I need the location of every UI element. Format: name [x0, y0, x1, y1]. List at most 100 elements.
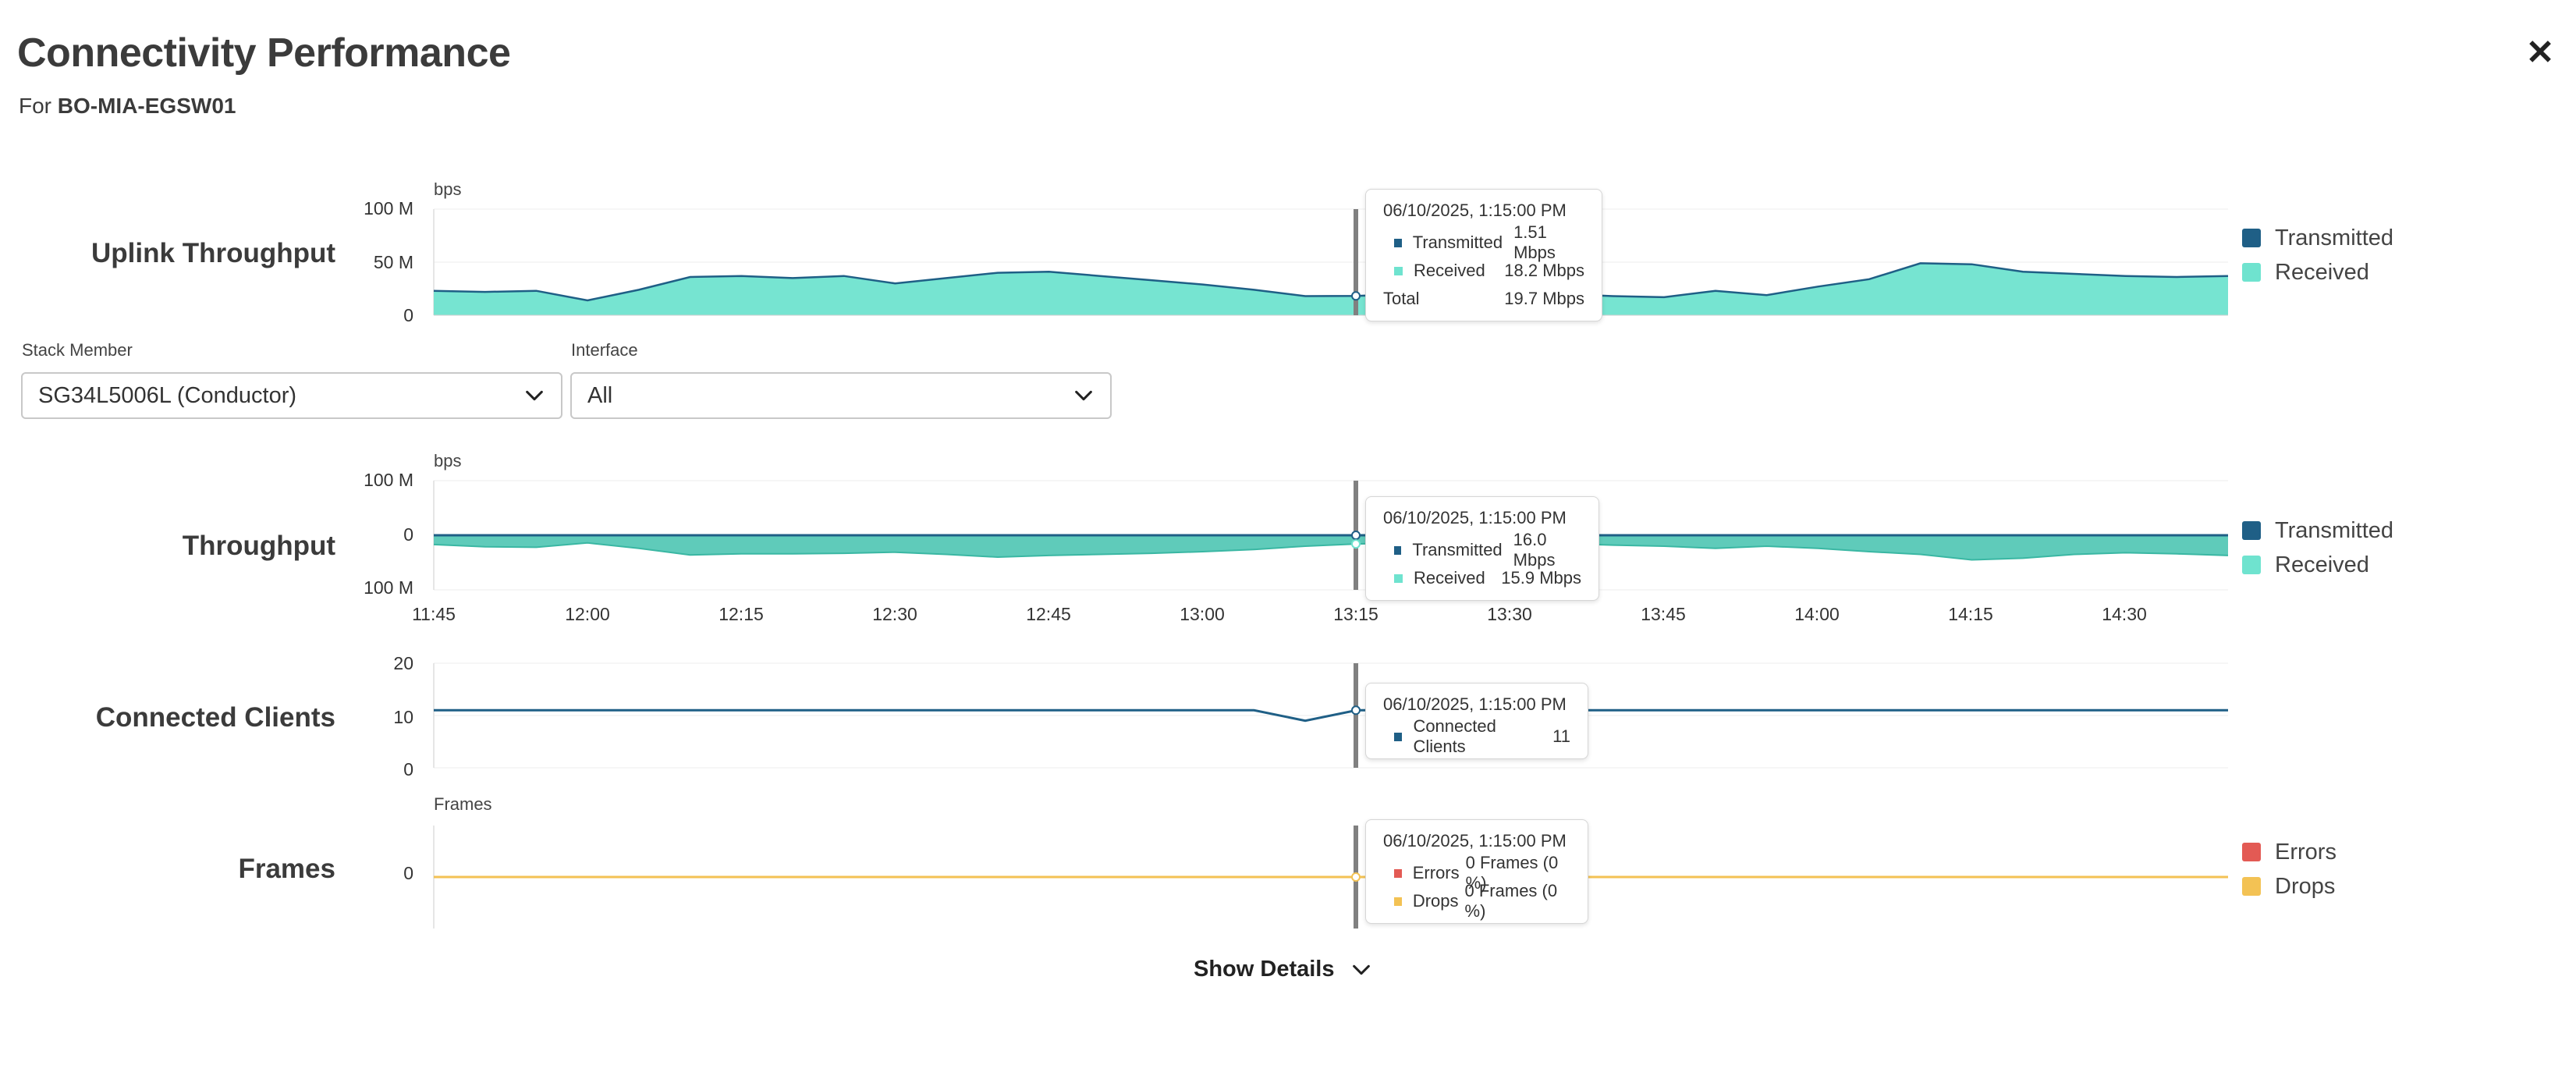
- throughput-cursor-point: [1351, 531, 1361, 540]
- tooltip-value: 0 Frames (0 %): [1465, 853, 1559, 893]
- throughput-title: Throughput: [182, 531, 335, 561]
- frames-unit-label: Frames: [434, 794, 492, 814]
- x-tick-label: 12:45: [1026, 604, 1071, 624]
- uplink-cursor: [1354, 209, 1358, 315]
- legend-item-transmitted[interactable]: Transmitted: [2242, 513, 2393, 548]
- chevron-down-icon: [1352, 964, 1370, 975]
- tooltip-value: 1.51 Mbps: [1513, 222, 1556, 262]
- tooltip-row: Transmitted 1.51 Mbps: [1383, 222, 1584, 262]
- throughput-unit-label: bps: [434, 451, 462, 470]
- throughput-y-tick: 0: [403, 524, 413, 545]
- legend-swatch: [2242, 229, 2261, 247]
- received-area: [434, 535, 2228, 560]
- frames-cursor: [1354, 826, 1358, 929]
- interface-label: Interface: [571, 340, 638, 360]
- x-tick-label: 12:15: [719, 604, 764, 624]
- tooltip-value: 16.0 Mbps: [1513, 530, 1556, 570]
- interface-select[interactable]: All: [570, 372, 1112, 419]
- uplink-throughput-title: Uplink Throughput: [91, 238, 335, 268]
- legend-label: Received: [2275, 259, 2369, 285]
- clients-cursor: [1354, 663, 1358, 768]
- tooltip-time: 06/10/2025, 1:15:00 PM: [1383, 694, 1567, 714]
- tooltip-time: 06/10/2025, 1:15:00 PM: [1383, 201, 1567, 220]
- throughput-y-tick: 100 M: [364, 470, 413, 490]
- tooltip-name: Received: [1414, 261, 1485, 280]
- tooltip-row: Connected Clients 11: [1383, 716, 1570, 756]
- tooltip-marker: [1394, 897, 1402, 906]
- tooltip-value: 15.9 Mbps: [1501, 568, 1581, 588]
- x-tick-label: 13:45: [1641, 604, 1686, 624]
- transmitted-line: [433, 262, 2229, 302]
- x-tick-label: 11:45: [412, 604, 456, 624]
- tooltip-marker: [1394, 573, 1403, 583]
- tooltip-name: Received: [1414, 568, 1485, 588]
- close-icon[interactable]: ✕: [2525, 34, 2555, 72]
- page-subtitle: For BO-MIA-EGSW01: [19, 94, 236, 119]
- legend-swatch: [2242, 521, 2261, 540]
- legend-item-drops[interactable]: Drops: [2242, 869, 2336, 904]
- stack-member-value: SG34L5006L (Conductor): [38, 382, 297, 408]
- tooltip-time: 06/10/2025, 1:15:00 PM: [1383, 831, 1567, 850]
- legend-label: Transmitted: [2275, 517, 2394, 543]
- tooltip-marker: [1394, 266, 1403, 275]
- tooltip-name: Errors: [1412, 863, 1460, 882]
- stack-member-label: Stack Member: [22, 340, 133, 360]
- tooltip-row: Transmitted 16.0 Mbps: [1383, 530, 1581, 570]
- chevron-down-icon: [526, 390, 543, 401]
- clients-cursor-point: [1351, 705, 1361, 715]
- tooltip-name: Transmitted: [1412, 540, 1503, 559]
- tooltip-value: 11: [1552, 726, 1570, 746]
- uplink-y-tick: 100 M: [364, 198, 413, 218]
- stack-member-select[interactable]: SG34L5006L (Conductor): [21, 372, 562, 419]
- legend-swatch: [2242, 263, 2261, 282]
- subtitle-prefix: For: [19, 94, 51, 118]
- tooltip-name: Transmitted: [1412, 233, 1503, 252]
- tooltip-row: Received 18.2 Mbps: [1383, 257, 1584, 285]
- uplink-y-tick: 0: [403, 305, 413, 325]
- tooltip-total-label: Total: [1383, 289, 1420, 308]
- throughput-legend: Transmitted Received: [2242, 513, 2393, 582]
- uplink-unit-label: bps: [434, 179, 462, 199]
- received-line: [433, 542, 2229, 561]
- throughput-cursor-point: [1351, 539, 1361, 549]
- clients-y-tick: 10: [393, 707, 413, 727]
- legend-swatch: [2242, 843, 2261, 861]
- x-tick-label: 13:15: [1333, 604, 1378, 624]
- tooltip-row: Drops 0 Frames (0 %): [1383, 881, 1570, 921]
- frames-title: Frames: [238, 854, 335, 884]
- tooltip-total-value: 19.7 Mbps: [1504, 289, 1584, 308]
- device-name: BO-MIA-EGSW01: [57, 94, 236, 118]
- throughput-cursor: [1354, 481, 1358, 590]
- x-tick-label: 12:30: [872, 604, 917, 624]
- tooltip-time: 06/10/2025, 1:15:00 PM: [1383, 508, 1567, 527]
- frames-tooltip: 06/10/2025, 1:15:00 PM Errors 0 Frames (0…: [1365, 819, 1588, 924]
- clients-y-tick: 0: [403, 759, 413, 779]
- legend-label: Received: [2275, 552, 2369, 577]
- tooltip-value: 0 Frames (0 %): [1464, 881, 1558, 921]
- clients-tooltip: 06/10/2025, 1:15:00 PM Connected Clients…: [1365, 683, 1588, 759]
- page-title: Connectivity Performance: [17, 30, 511, 76]
- legend-swatch: [2242, 877, 2261, 896]
- connected-clients-line: [434, 708, 2228, 723]
- frames-y-tick: 0: [403, 863, 413, 883]
- legend-label: Transmitted: [2275, 225, 2394, 250]
- uplink-legend: Transmitted Received: [2242, 221, 2393, 289]
- tooltip-name: Drops: [1412, 891, 1459, 911]
- legend-item-received[interactable]: Received: [2242, 255, 2393, 289]
- legend-swatch: [2242, 556, 2261, 574]
- tooltip-value: 18.2 Mbps: [1504, 261, 1584, 280]
- chevron-down-icon: [1075, 390, 1092, 401]
- tooltip-row: Received 15.9 Mbps: [1383, 564, 1581, 592]
- x-tick-label: 12:00: [565, 604, 610, 624]
- uplink-y-tick: 50 M: [373, 252, 413, 272]
- legend-item-errors[interactable]: Errors: [2242, 835, 2336, 869]
- show-details-button[interactable]: Show Details: [1194, 957, 1372, 982]
- uplink-cursor-point: [1351, 291, 1361, 301]
- legend-label: Errors: [2275, 839, 2336, 865]
- clients-y-tick: 20: [393, 653, 413, 673]
- legend-label: Drops: [2275, 873, 2336, 899]
- legend-item-transmitted[interactable]: Transmitted: [2242, 221, 2393, 255]
- frames-cursor-point: [1351, 872, 1361, 882]
- legend-item-received[interactable]: Received: [2242, 548, 2393, 582]
- tooltip-name: Connected Clients: [1413, 716, 1496, 756]
